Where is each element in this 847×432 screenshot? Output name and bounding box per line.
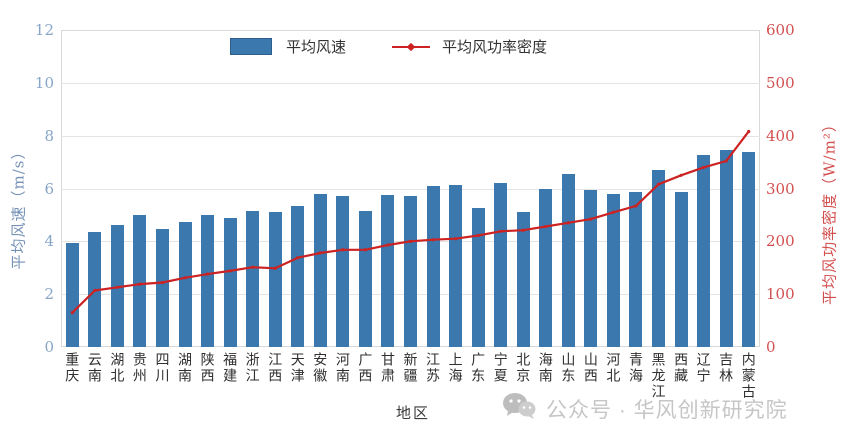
- bar-湖北: [110, 225, 124, 347]
- bar-江西: [268, 212, 282, 347]
- left-axis-tick: 10: [34, 73, 54, 92]
- bar-安徽: [313, 193, 327, 347]
- bar-吉林: [719, 150, 733, 347]
- legend-item-wind-speed: 平均风速: [230, 36, 346, 57]
- right-axis-tick: 100: [766, 285, 795, 304]
- x-tick-浙江: 浙江: [243, 352, 260, 384]
- left-axis-tick: 8: [44, 126, 54, 145]
- bar-福建: [223, 217, 237, 347]
- x-tick-河北: 河北: [604, 352, 621, 384]
- left-axis-tick: 12: [34, 21, 54, 39]
- gridline: [61, 82, 760, 84]
- x-tick-江苏: 江苏: [424, 352, 441, 384]
- x-tick-甘肃: 甘肃: [378, 352, 395, 384]
- left-axis-tick: 6: [44, 179, 54, 198]
- bar-山东: [561, 173, 575, 347]
- bar-北京: [516, 212, 530, 347]
- bar-山西: [584, 189, 598, 347]
- left-axis-tick: 0: [44, 338, 54, 356]
- x-tick-新疆: 新疆: [401, 352, 418, 384]
- x-tick-广东: 广东: [469, 352, 486, 384]
- bar-贵州: [133, 214, 147, 347]
- x-tick-江西: 江西: [266, 352, 283, 384]
- bar-重庆: [65, 242, 79, 347]
- right-axis-tick: 300: [766, 179, 795, 198]
- bar-广东: [471, 208, 485, 347]
- x-tick-青海: 青海: [626, 352, 643, 384]
- bar-湖南: [178, 221, 192, 347]
- x-tick-安徽: 安徽: [311, 352, 328, 384]
- legend-label-wind-speed: 平均风速: [286, 38, 347, 56]
- watermark: 公众号 · 华风创新研究院: [502, 392, 788, 426]
- gridline: [61, 135, 760, 137]
- x-tick-四川: 四川: [153, 352, 170, 384]
- x-tick-云南: 云南: [85, 352, 102, 384]
- x-tick-北京: 北京: [514, 352, 531, 384]
- x-tick-天津: 天津: [288, 352, 305, 384]
- x-tick-黑龙江: 黑龙江: [649, 352, 666, 400]
- bar-黑龙江: [652, 170, 666, 347]
- bar-陕西: [201, 214, 215, 347]
- bar-河北: [606, 193, 620, 347]
- x-tick-辽宁: 辽宁: [694, 352, 711, 384]
- watermark-text: 公众号 · 华风创新研究院: [546, 399, 788, 422]
- right-axis-tick: 0: [766, 338, 776, 356]
- right-axis-tick: 400: [766, 126, 795, 145]
- bar-云南: [88, 232, 102, 347]
- x-tick-海南: 海南: [536, 352, 553, 384]
- x-tick-重庆: 重庆: [63, 352, 80, 384]
- x-tick-西藏: 西藏: [672, 352, 689, 384]
- bar-四川: [155, 229, 169, 347]
- x-tick-广西: 广西: [356, 352, 373, 384]
- x-tick-湖南: 湖南: [176, 352, 193, 384]
- right-axis-tick: 200: [766, 232, 795, 251]
- bar-swatch-icon: [230, 38, 272, 55]
- legend-item-power-density: 平均风功率密度: [346, 36, 547, 57]
- bar-新疆: [404, 196, 417, 347]
- bar-浙江: [246, 210, 260, 347]
- right-axis-tick: 500: [766, 73, 795, 92]
- x-tick-山东: 山东: [559, 352, 576, 384]
- left-axis-title: 平均风速（m/s）: [9, 143, 28, 270]
- bar-内蒙古: [742, 151, 756, 347]
- x-tick-山西: 山西: [581, 352, 598, 384]
- bar-青海: [629, 192, 643, 347]
- x-axis-title: 地区: [396, 404, 431, 422]
- bar-甘肃: [381, 195, 395, 347]
- right-axis-title: 平均风功率密度（W/m²）: [820, 116, 839, 305]
- bar-上海: [449, 184, 463, 347]
- x-tick-湖北: 湖北: [108, 352, 125, 384]
- bar-辽宁: [697, 155, 711, 347]
- legend-label-power-density: 平均风功率密度: [442, 38, 548, 56]
- x-tick-上海: 上海: [446, 352, 463, 384]
- left-axis-tick: 4: [44, 232, 54, 251]
- x-tick-吉林: 吉林: [717, 352, 734, 384]
- bar-广西: [358, 210, 372, 347]
- line-swatch-icon: [392, 42, 431, 51]
- x-tick-内蒙古: 内蒙古: [739, 352, 756, 400]
- right-axis-tick: 600: [766, 21, 795, 39]
- chart-legend: 平均风速 平均风功率密度: [230, 36, 547, 57]
- bar-河南: [336, 196, 350, 347]
- bar-江苏: [426, 185, 440, 347]
- x-tick-陕西: 陕西: [198, 352, 215, 384]
- bar-宁夏: [494, 183, 508, 347]
- left-axis-tick: 2: [44, 285, 54, 304]
- x-tick-福建: 福建: [221, 352, 238, 384]
- x-tick-宁夏: 宁夏: [491, 352, 508, 384]
- bar-海南: [539, 188, 553, 347]
- bar-天津: [291, 205, 305, 347]
- x-tick-河南: 河南: [333, 352, 350, 384]
- x-tick-贵州: 贵州: [130, 352, 147, 384]
- wechat-icon: [502, 392, 536, 426]
- bar-西藏: [674, 192, 688, 347]
